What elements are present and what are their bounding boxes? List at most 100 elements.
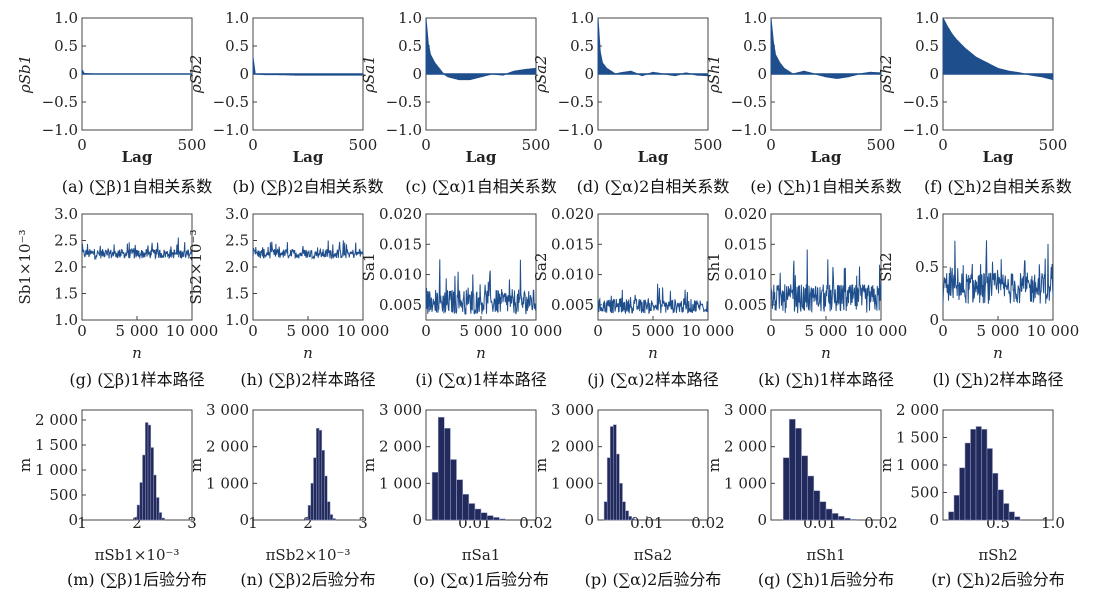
y-tick-label: 2.5 xyxy=(225,232,249,250)
panel-caption: (n) (∑β)2后验分布 xyxy=(240,570,375,589)
x-tick-label: 500 xyxy=(349,136,378,154)
y-tick-label: −0.5 xyxy=(386,93,422,111)
acf-area xyxy=(597,17,709,77)
y-tick-label: 0.005 xyxy=(379,296,422,314)
hist-bar xyxy=(324,475,328,521)
hist-bar xyxy=(953,495,960,521)
panel-caption: (o) (∑α)1后验分布 xyxy=(413,570,549,589)
chart-panel-g: 3.0 2.5 2.0 1.5 1.00 5 000 10 000 Sb1×10⁻³ n (g) … xyxy=(16,205,218,389)
y-tick-label: 0.010 xyxy=(379,266,422,284)
hist-bar xyxy=(142,454,146,521)
y-tick-label: −0.5 xyxy=(213,93,249,111)
panel-caption: (a) (∑β)1自相关系数 xyxy=(62,177,212,196)
y-axis-label: Sa1 xyxy=(360,253,378,282)
y-axis-label: Sb1×10⁻³ xyxy=(16,229,34,304)
hist-bar xyxy=(964,442,971,521)
hist-bar xyxy=(316,428,320,521)
hist-bar xyxy=(981,429,988,521)
hist-bar xyxy=(1008,511,1015,521)
trace-line xyxy=(770,249,882,314)
y-tick-label: −1.0 xyxy=(386,121,422,139)
y-tick-label: 0.015 xyxy=(551,235,594,253)
hist-bar xyxy=(158,512,163,521)
y-tick-label: 0 xyxy=(929,311,939,329)
panel-caption: (j) (∑α)2样本路径 xyxy=(587,370,718,389)
y-axis-label: Sb2×10⁻³ xyxy=(187,229,205,304)
hist-bar xyxy=(156,497,160,521)
hist-bar xyxy=(134,517,138,521)
y-tick-label: 2 000 xyxy=(379,438,422,456)
panel-caption: (l) (∑h)2样本路径 xyxy=(932,370,1063,389)
y-tick-label: 3 000 xyxy=(551,401,594,419)
y-tick-label: −1.0 xyxy=(903,121,939,139)
acf-area xyxy=(425,17,537,81)
trace-line xyxy=(942,240,1054,304)
y-tick-label: 2 000 xyxy=(896,401,939,419)
panel-caption: (f) (∑h)2自相关系数 xyxy=(924,177,1072,196)
y-tick-label: 0.020 xyxy=(379,205,422,223)
plot-frame xyxy=(252,409,364,521)
hist-bar xyxy=(844,517,851,521)
x-tick-label: 10 000 xyxy=(166,322,219,340)
hist-bar xyxy=(837,516,845,521)
x-tick-label: 10 000 xyxy=(855,322,908,340)
hist-bar xyxy=(310,483,314,521)
hist-bar xyxy=(616,453,620,521)
hist-bar xyxy=(486,515,494,521)
hist-bar xyxy=(603,501,608,521)
y-tick-label: 0 xyxy=(412,65,422,83)
hist-bar xyxy=(444,428,451,521)
hist-bar xyxy=(628,516,632,521)
x-axis-label: n xyxy=(648,344,658,362)
hist-bar xyxy=(150,447,154,521)
hist-bar xyxy=(327,501,331,521)
y-tick-label: 0 xyxy=(929,511,939,529)
x-tick-label: 0.02 xyxy=(519,514,552,532)
x-tick-label: 0 xyxy=(766,136,776,154)
trace-line xyxy=(252,240,364,260)
y-tick-label: 2 000 xyxy=(724,438,767,456)
y-axis-label: m xyxy=(705,458,723,472)
y-tick-label: 0 xyxy=(584,511,594,529)
hist-bar xyxy=(153,474,157,521)
panel-caption: (g) (∑β)1样本路径 xyxy=(69,370,204,389)
panel-caption: (b) (∑β)2自相关系数 xyxy=(232,177,383,196)
x-tick-label: 0 xyxy=(421,322,431,340)
hist-bar xyxy=(970,429,977,521)
y-axis-label: ρSa1 xyxy=(360,55,378,94)
x-tick-label: 0 xyxy=(938,322,948,340)
y-tick-label: −1.0 xyxy=(558,121,594,139)
panel-caption: (m) (∑β)1后验分布 xyxy=(67,570,207,589)
hist-bar xyxy=(850,519,857,521)
x-tick-label: 0.02 xyxy=(691,514,724,532)
x-tick-label: 500 xyxy=(1039,136,1068,154)
hist-bar xyxy=(431,472,439,521)
x-axis-label: n xyxy=(476,344,486,362)
hist-bar xyxy=(813,490,821,521)
x-tick-label: 0.02 xyxy=(864,514,897,532)
y-axis-label: ρSb1 xyxy=(16,55,34,94)
hist-bar xyxy=(948,511,955,521)
hist-bar xyxy=(450,459,457,521)
hist-bar xyxy=(975,426,982,521)
y-tick-label: −0.5 xyxy=(558,93,594,111)
x-tick-label: 0 xyxy=(421,136,431,154)
y-tick-label: 0 xyxy=(239,511,249,529)
hist-bar xyxy=(305,517,309,521)
chart-panel-j: 0.020 0.015 0.010 0.005 0 5 000 10 000 Sa2 n (j) … xyxy=(532,205,734,389)
hist-bar xyxy=(321,450,325,521)
x-axis-label: πSb2×10⁻³ xyxy=(266,546,351,564)
y-tick-label: 1.0 xyxy=(915,205,939,223)
trace-line xyxy=(597,283,709,315)
hist-bar xyxy=(468,503,476,521)
hist-bar xyxy=(997,489,1004,521)
plot-frame xyxy=(597,409,709,521)
x-tick-label: 10 000 xyxy=(682,322,735,340)
y-tick-label: 3.0 xyxy=(54,205,78,223)
hist-bar xyxy=(332,518,336,521)
y-tick-label: 0.5 xyxy=(743,37,767,55)
x-tick-label: 1.0 xyxy=(1041,514,1065,532)
hist-bar xyxy=(145,422,149,521)
